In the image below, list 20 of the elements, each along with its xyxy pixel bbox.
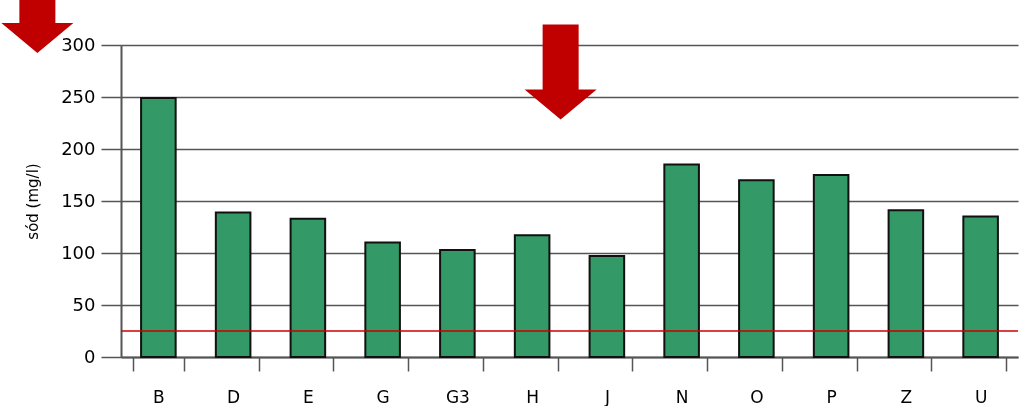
y-tick-label: 150: [61, 189, 96, 211]
y-tick-label: 300: [61, 33, 96, 55]
y-axis-title: sód (mg/l): [24, 163, 43, 240]
x-tick-label: B: [153, 386, 165, 406]
x-tick-label: D: [227, 386, 241, 406]
x-tick-label: H: [526, 386, 540, 406]
x-tick-label: G3: [445, 386, 470, 406]
x-tick-label: E: [303, 386, 314, 406]
y-tick-label: 100: [61, 241, 96, 263]
x-tick-label: U: [974, 386, 988, 406]
x-tick-label: J: [603, 386, 610, 406]
x-tick-label: Z: [900, 386, 913, 406]
y-tick-label: 0: [84, 345, 96, 367]
y-tick-label: 200: [61, 137, 96, 159]
x-tick-label: P: [826, 386, 837, 406]
y-tick-label: 250: [61, 85, 96, 107]
x-tick-label: O: [750, 386, 764, 406]
x-tick-label: N: [675, 386, 689, 406]
y-tick-label: 50: [72, 293, 96, 315]
x-tick-label: G: [376, 386, 390, 406]
